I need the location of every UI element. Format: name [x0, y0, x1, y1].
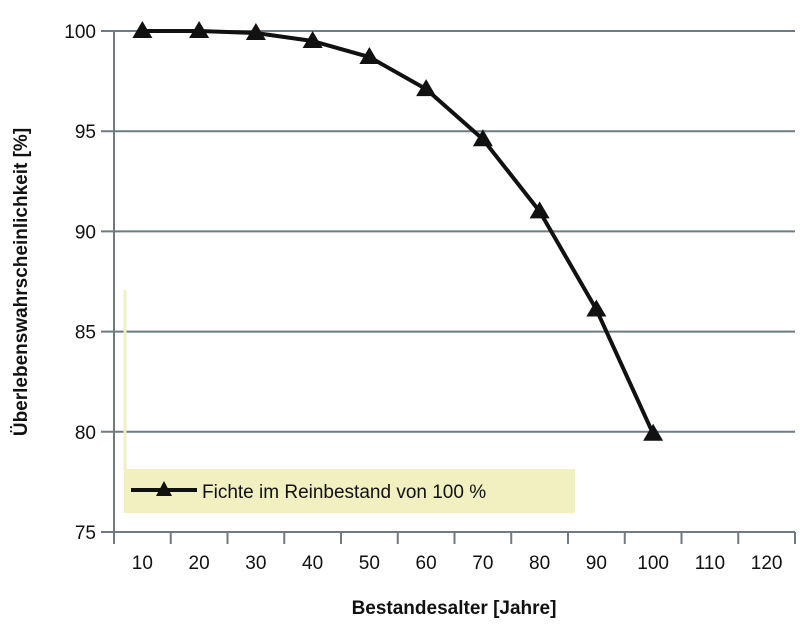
data-point-triangle [416, 79, 437, 97]
series-fichte [132, 21, 664, 441]
legend: Fichte im Reinbestand von 100 % [124, 469, 575, 513]
y-tick-labels: 75 80 85 90 95 100 [64, 22, 96, 544]
x-tick-label: 70 [472, 553, 493, 574]
y-tick-label: 75 [75, 523, 96, 544]
data-point-triangle [472, 129, 493, 147]
x-tick-labels: 10 20 30 40 50 60 70 80 90 100 110 120 [132, 553, 783, 574]
legend-label: Fichte im Reinbestand von 100 % [202, 482, 486, 503]
legend-background [124, 469, 575, 513]
x-tick-label: 30 [245, 553, 266, 574]
y-axis-label: Überlebenswahrscheinlichkeit [%] [11, 128, 32, 436]
y-tick-label: 90 [75, 222, 96, 243]
data-point-triangle [245, 23, 266, 41]
x-axis-label: Bestandesalter [Jahre] [352, 598, 557, 619]
x-tick-label: 80 [529, 553, 550, 574]
data-point-triangle [586, 299, 607, 317]
legend-triangle-icon [156, 481, 172, 496]
x-tick-label: 20 [189, 553, 210, 574]
series-line [142, 29, 655, 435]
y-tick-label: 95 [75, 122, 96, 143]
data-point-triangle [189, 21, 210, 38]
data-point-triangle [359, 47, 380, 65]
x-tick-label: 10 [132, 553, 153, 574]
data-point-triangle [132, 21, 153, 38]
x-tick-label: 110 [695, 553, 725, 574]
x-tick-label: 120 [751, 553, 783, 574]
data-point-triangle [643, 423, 664, 441]
data-point-triangle [302, 31, 323, 49]
x-tick-label: 60 [416, 553, 437, 574]
data-point-triangle [529, 201, 550, 219]
y-tick-label: 100 [64, 22, 96, 43]
x-tick-label: 90 [586, 553, 607, 574]
y-tick-label: 85 [75, 323, 96, 344]
y-tick-label: 80 [75, 423, 96, 444]
x-tick-label: 100 [637, 553, 669, 574]
x-tick-label: 40 [302, 553, 323, 574]
x-tick-label: 50 [359, 553, 380, 574]
